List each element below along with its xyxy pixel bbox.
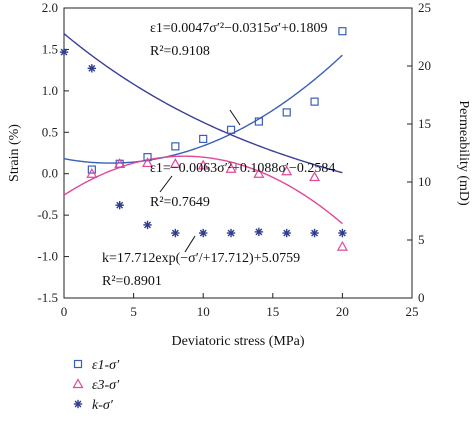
y-right-tick-label: 15 <box>418 116 431 131</box>
x-tick-label: 20 <box>336 304 349 319</box>
x-tick-label: 5 <box>130 304 137 319</box>
legend-label: ε1-σ′ <box>92 358 120 373</box>
x-tick-label: 10 <box>197 304 210 319</box>
fits-layer <box>63 33 343 225</box>
data-point-asterisk <box>199 228 208 238</box>
legend-marker-triangle <box>72 378 84 389</box>
data-point-square <box>226 125 236 134</box>
data-point-asterisk <box>338 228 347 238</box>
y-right-tick-label: 25 <box>418 0 431 15</box>
x-axis-title: Deviatoric stress (MPa) <box>172 334 305 349</box>
data-point-asterisk <box>143 220 152 230</box>
data-point-square <box>199 134 208 144</box>
y-right-tick-label: 5 <box>418 232 425 247</box>
x-tick-label: 15 <box>266 304 279 319</box>
fit-curve-0 <box>63 54 343 164</box>
data-point-triangle <box>86 167 98 178</box>
eq3-leader <box>184 235 196 253</box>
ticks-layer: 0 5 10 15 20 25 2.0 1.5 1.0 0.5 0.0 -0.5 -1.0 -1.5 25 2… <box>37 0 431 319</box>
data-point-square <box>310 97 319 106</box>
y-right-tick-label: 0 <box>418 290 425 305</box>
eq1-leader <box>229 109 241 126</box>
data-point-asterisk <box>254 227 264 237</box>
data-point-asterisk <box>226 228 236 238</box>
data-point-square <box>87 165 96 174</box>
r1-label: R²=0.9108 <box>150 44 210 59</box>
data-point-square <box>338 27 347 36</box>
data-point-triangle <box>336 240 348 251</box>
eq1-label: ε1=0.0047σ′²−0.0315σ′+0.1809 <box>150 21 327 36</box>
data-point-square <box>143 153 152 162</box>
fit-curve-1 <box>63 155 343 225</box>
y-left-tick-label: -1.5 <box>37 290 58 305</box>
eq2-leader <box>159 175 173 193</box>
y-right-tick-label: 20 <box>418 58 431 73</box>
y-axis-left-title: Strain (%) <box>7 124 22 182</box>
data-point-asterisk <box>59 47 69 57</box>
y-right-tick-label: 10 <box>418 174 431 189</box>
data-point-asterisk <box>171 228 180 238</box>
x-tick-label: 25 <box>406 304 419 319</box>
r2-label: R²=0.7649 <box>150 195 210 210</box>
data-point-triangle <box>114 158 126 168</box>
plot-frame <box>63 7 413 299</box>
data-point-triangle <box>169 158 181 168</box>
y-left-tick-label: 1.0 <box>42 83 58 98</box>
y-left-tick-label: 2.0 <box>42 0 58 15</box>
y-axis-right-title: Permeability (mD) <box>456 100 471 206</box>
eq2-label: ε1=−0.0063σ′²+0.1088σ′−0.2584 <box>150 161 335 176</box>
data-point-triangle <box>141 157 154 168</box>
fit-curve-2 <box>63 33 343 174</box>
data-point-square <box>254 117 263 126</box>
legend-label: k-σ′ <box>92 398 114 413</box>
y-left-tick-label: -1.0 <box>37 249 58 264</box>
data-point-triangle <box>281 165 293 176</box>
legend-marker-asterisk <box>73 399 83 409</box>
y-left-tick-label: 1.5 <box>42 41 58 56</box>
data-point-asterisk <box>87 64 97 73</box>
y-left-tick-label: -0.5 <box>37 207 58 222</box>
data-point-asterisk <box>115 201 124 210</box>
data-point-asterisk <box>310 228 319 238</box>
points-layer <box>59 27 348 251</box>
data-point-triangle <box>225 163 237 173</box>
legend-label: ε3-σ′ <box>92 378 120 393</box>
y-left-tick-label: 0.5 <box>42 124 58 139</box>
x-tick-label: 0 <box>61 304 68 319</box>
y-left-tick-label: 0.0 <box>42 166 58 181</box>
data-point-triangle <box>309 171 321 182</box>
legend-marker-square <box>73 359 83 369</box>
r3-label: R²=0.8901 <box>102 274 162 289</box>
legend: ε1-σ′ ε3-σ′ k-σ′ <box>72 358 120 413</box>
data-point-triangle <box>197 159 209 170</box>
data-point-triangle <box>253 167 265 178</box>
data-point-square <box>171 142 180 151</box>
data-point-square <box>282 108 291 117</box>
eq3-label: k=17.712exp(−σ′/+17.712)+5.0759 <box>102 251 300 266</box>
data-point-asterisk <box>282 228 291 238</box>
